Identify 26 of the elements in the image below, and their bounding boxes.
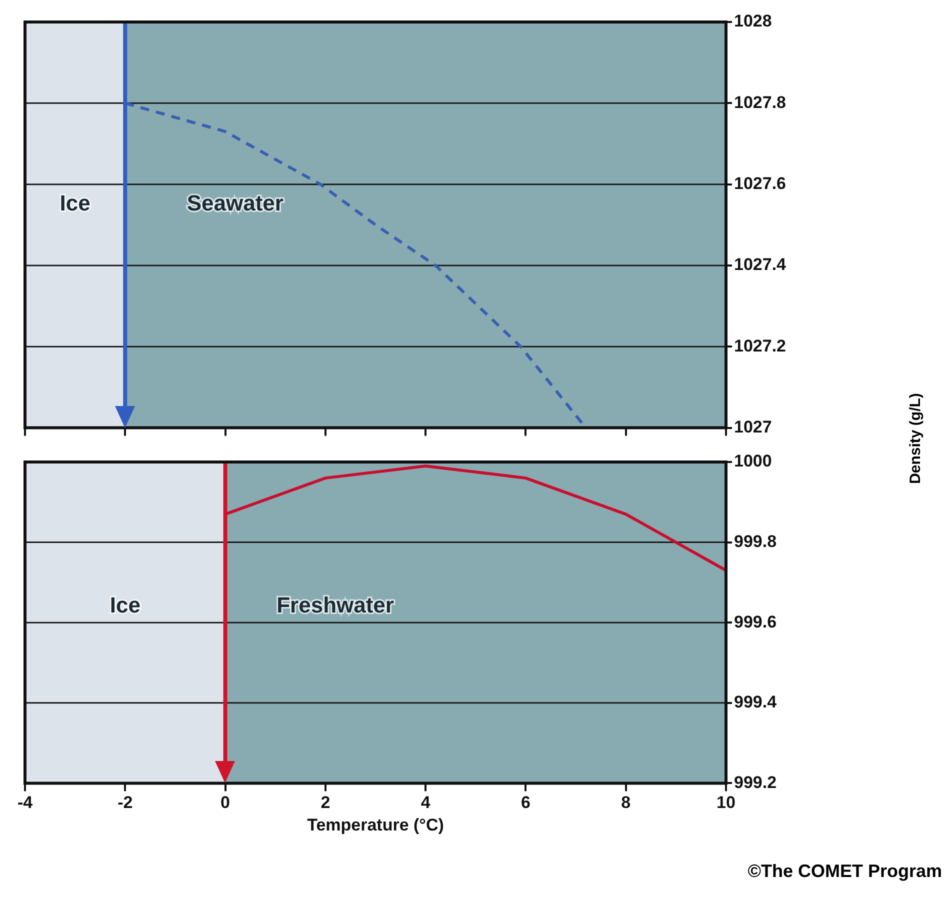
y-tick-label: 1027.8 <box>734 92 786 112</box>
y-tick-label: 1027.4 <box>734 255 787 274</box>
x-tick-label: -2 <box>118 793 133 812</box>
y-tick-label: 999.2 <box>734 772 777 792</box>
band-label: Freshwater <box>276 592 394 618</box>
x-tick-label: 8 <box>621 793 631 812</box>
band-label: Seawater <box>186 190 284 216</box>
y-tick-label: 999.6 <box>734 612 777 632</box>
x-tick-label: 6 <box>520 793 530 812</box>
y-tick-label: 999.8 <box>734 532 777 551</box>
y-tick-label: 1027 <box>734 417 772 436</box>
y-axis-title: Density (g/L) <box>906 393 924 484</box>
y-tick-label: 1027.6 <box>734 174 786 194</box>
y-tick-label: 1028 <box>734 12 772 31</box>
y-tick-label: 999.4 <box>734 692 778 712</box>
band-label: Ice <box>60 190 90 216</box>
x-tick-label: 10 <box>716 793 736 812</box>
x-tick-label: 2 <box>320 793 330 812</box>
y-tick-label: 1000 <box>734 452 772 471</box>
x-tick-label: 0 <box>220 793 230 812</box>
band-label: Ice <box>110 592 140 618</box>
x-tick-label: 4 <box>420 793 431 812</box>
y-tick-label: 1027.2 <box>734 336 786 356</box>
text: ©The COMET Program <box>748 861 942 882</box>
x-tick-label: -4 <box>17 793 34 812</box>
x-axis-title: Temperature (°C) <box>307 815 444 834</box>
